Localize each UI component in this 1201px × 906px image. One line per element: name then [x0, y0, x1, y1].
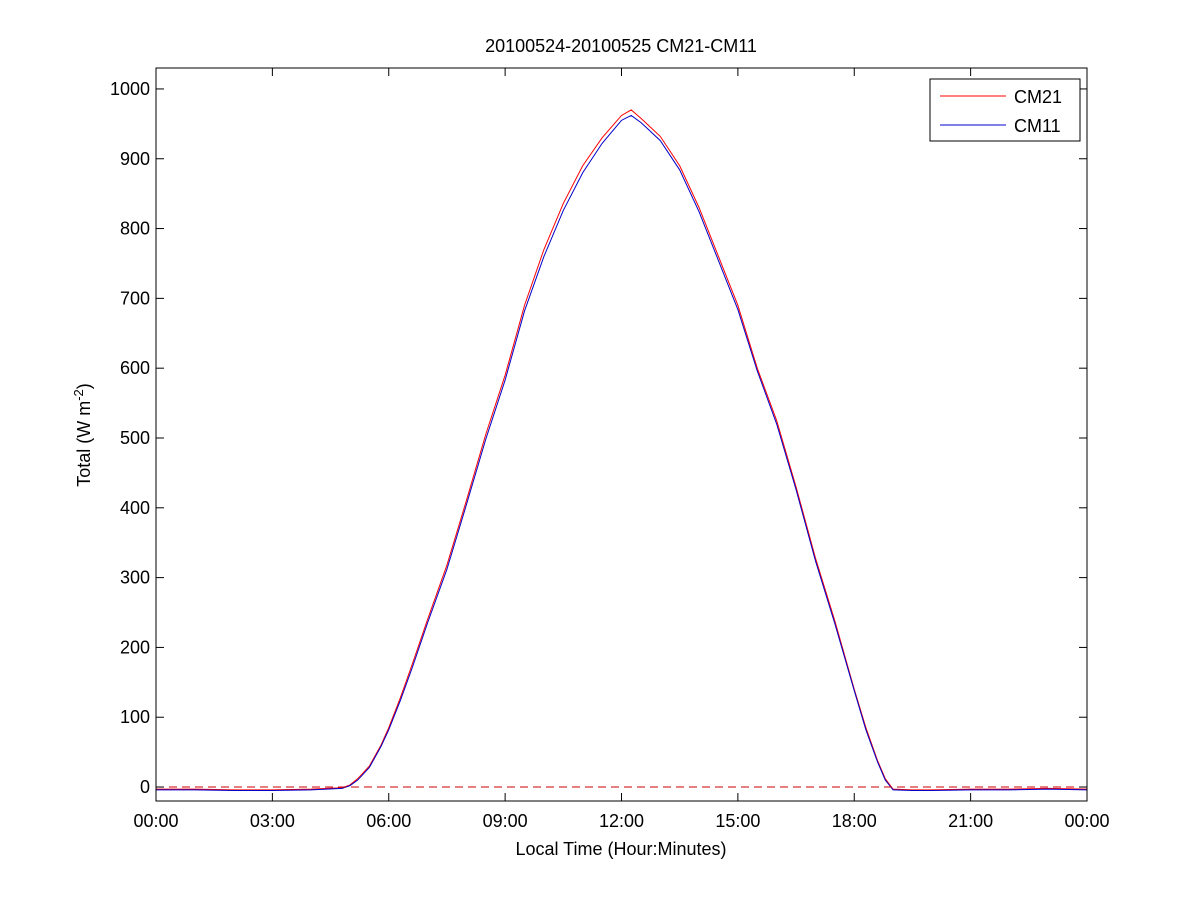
y-tick-label: 500 — [120, 428, 150, 448]
series-line-cm21 — [156, 109, 1088, 791]
x-axis-label: Local Time (Hour:Minutes) — [515, 839, 726, 859]
y-tick-label: 800 — [120, 219, 150, 239]
legend-label-cm21: CM21 — [1014, 87, 1062, 107]
y-tick-label: 400 — [120, 498, 150, 518]
x-tick-label: 03:00 — [250, 811, 295, 831]
x-tick-label: 12:00 — [599, 811, 644, 831]
x-tick-label: 00:00 — [133, 811, 178, 831]
x-tick-label: 21:00 — [948, 811, 993, 831]
y-axis-label-close: ) — [74, 383, 94, 389]
chart-title: 20100524-20100525 CM21-CM11 — [485, 36, 757, 56]
y-tick-label: 100 — [120, 707, 150, 727]
y-tick-label: 200 — [120, 637, 150, 657]
legend-box — [929, 78, 1081, 142]
plot-area — [156, 68, 1087, 801]
legend: CM21 CM11 — [929, 78, 1081, 142]
series-group — [156, 109, 1088, 792]
series-line-cm11 — [156, 114, 1088, 792]
y-axis-ticks: 0 100 200 300 400 500 600 700 800 900 1000 — [110, 79, 1087, 797]
y-tick-label: 1000 — [110, 79, 150, 99]
x-tick-label: 18:00 — [832, 811, 877, 831]
legend-label-cm11: CM11 — [1014, 116, 1061, 136]
y-tick-label: 300 — [120, 568, 150, 588]
y-tick-label: 0 — [140, 777, 150, 797]
y-axis-label-main: Total (W m — [74, 401, 94, 487]
y-tick-label: 600 — [120, 358, 150, 378]
y-tick-label: 700 — [120, 288, 150, 308]
x-tick-label: 09:00 — [483, 811, 528, 831]
x-tick-label: 15:00 — [715, 811, 760, 831]
x-tick-label: 00:00 — [1064, 811, 1109, 831]
y-axis-label-superscript: -2 — [71, 389, 86, 401]
x-tick-label: 06:00 — [366, 811, 411, 831]
y-tick-label: 900 — [120, 149, 150, 169]
x-axis-ticks: 00:00 03:00 06:00 09:00 12:00 15:00 18:00 21:00… — [133, 68, 1110, 831]
y-axis-label: Total (W m-2) — [71, 383, 94, 487]
